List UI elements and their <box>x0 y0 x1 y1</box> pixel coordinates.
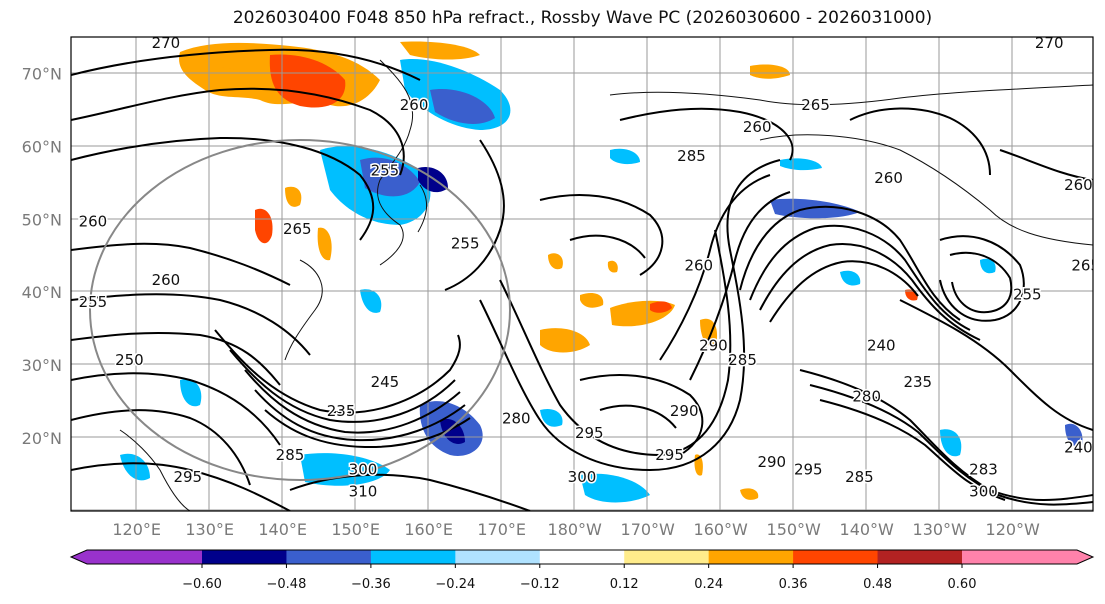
colorbar-segment <box>71 550 202 564</box>
longitude-label: 170°W <box>621 520 676 539</box>
colorbar-segments <box>69 549 1095 565</box>
contour-label: 290 <box>699 337 728 355</box>
map-panel: 270 270 260 265 260 285 255 260 260 260 265 255 260 2… <box>71 34 1100 511</box>
contour-label: 285 <box>728 351 757 369</box>
colorbar-segment <box>962 550 1093 564</box>
longitude-label: 140°E <box>258 520 307 539</box>
contour-labels: 270 270 260 265 260 285 255 260 260 260 265 255 260 2… <box>77 34 1100 502</box>
colorbar-segment <box>455 550 541 564</box>
contour-label: 265 <box>801 96 830 114</box>
contour-label: 265 <box>283 220 312 238</box>
contour-label: 290 <box>757 453 786 471</box>
longitude-labels: 120°E 130°E 140°E 150°E 160°E 170°E 180°W 170°W… <box>112 520 1040 539</box>
contour-label: 285 <box>677 147 706 165</box>
contour-label: 295 <box>575 424 604 442</box>
contour-label: 260 <box>684 256 713 274</box>
map-border <box>70 36 1094 512</box>
colorbar-tick-label: 0.24 <box>694 577 723 592</box>
contour-label: 285 <box>845 468 874 486</box>
colorbar-labels: −0.60 −0.48 −0.36 −0.24 −0.12 0.12 0.24 0.36 0.4… <box>182 564 976 592</box>
colorbar-segment <box>370 550 456 564</box>
contour-label: 245 <box>371 373 400 391</box>
contour-label: 240 <box>867 337 896 355</box>
contour-label: 260 <box>874 169 903 187</box>
contour-label: 295 <box>655 446 684 464</box>
latitude-label: 30°N <box>22 356 62 375</box>
contour-label: 255 <box>1013 286 1042 304</box>
longitude-label: 130°W <box>913 520 968 539</box>
colorbar-tick-label: 0.36 <box>779 577 808 592</box>
longitude-label: 160°E <box>404 520 453 539</box>
contour-label: 280 <box>852 388 881 406</box>
longitude-label: 120°W <box>986 520 1041 539</box>
colorbar-segment <box>624 550 710 564</box>
longitude-label: 120°E <box>112 520 161 539</box>
contour-label: 295 <box>173 468 202 486</box>
contour-label: 260 <box>1064 176 1093 194</box>
contour-label: 290 <box>670 402 699 420</box>
colorbar-segment <box>708 550 794 564</box>
colorbar-tick-label: −0.24 <box>435 577 475 592</box>
longitude-label: 170°E <box>477 520 526 539</box>
longitude-label: 160°W <box>694 520 749 539</box>
longitude-label: 180°W <box>548 520 603 539</box>
latitude-label: 60°N <box>22 137 62 156</box>
colorbar-segment <box>202 550 287 564</box>
colorbar: −0.60 −0.48 −0.36 −0.24 −0.12 0.12 0.24 0.36 0.4… <box>69 549 1095 592</box>
contour-label: 280 <box>502 409 531 427</box>
longitude-label: 150°E <box>331 520 380 539</box>
contour-label: 255 <box>451 234 480 252</box>
latitude-label: 40°N <box>22 283 62 302</box>
longitude-label: 150°W <box>767 520 822 539</box>
contour-lines <box>71 48 1093 511</box>
contour-label: 310 <box>349 482 378 500</box>
contour-label: 235 <box>327 402 356 420</box>
positive-anomaly-shading <box>179 41 918 500</box>
colorbar-segment <box>539 550 625 564</box>
latitude-labels: 70°N 60°N 50°N 40°N 30°N 20°N <box>22 64 62 448</box>
region-circle <box>89 139 511 481</box>
contour-label: 295 <box>794 461 823 479</box>
contour-label: 265 <box>1071 256 1100 274</box>
colorbar-segment <box>877 550 963 564</box>
contour-label: 283 <box>969 461 998 479</box>
colorbar-tick-label: −0.48 <box>267 577 307 592</box>
latitude-label: 50°N <box>22 210 62 229</box>
contour-label: 300 <box>349 461 378 479</box>
contour-label: 270 <box>152 34 181 52</box>
contour-label: 255 <box>371 162 400 180</box>
colorbar-outline <box>69 549 1095 565</box>
contour-label: 260 <box>79 213 108 231</box>
longitude-label: 140°W <box>840 520 895 539</box>
contour-label: 255 <box>79 293 108 311</box>
contour-label: 300 <box>568 468 597 486</box>
colorbar-segment <box>793 550 879 564</box>
latitude-label: 70°N <box>22 64 62 83</box>
contour-label: 240 <box>1064 439 1093 457</box>
colorbar-segment <box>286 550 372 564</box>
contour-label: 260 <box>743 118 772 136</box>
contour-label: 235 <box>903 373 932 391</box>
contour-label: 285 <box>276 446 305 464</box>
colorbar-tick-label: 0.48 <box>863 577 892 592</box>
colorbar-tick-label: 0.12 <box>610 577 639 592</box>
colorbar-tick-label: −0.36 <box>351 577 391 592</box>
contour-label: 250 <box>115 351 144 369</box>
colorbar-tick-label: −0.60 <box>182 577 222 592</box>
colorbar-tick-label: −0.12 <box>520 577 560 592</box>
latitude-label: 20°N <box>22 429 62 448</box>
contour-label: 270 <box>1035 34 1064 52</box>
contour-label: 300 <box>969 482 998 500</box>
contour-label: 260 <box>152 271 181 289</box>
map-title: 2026030400 F048 850 hPa refract., Rossby… <box>232 8 933 28</box>
colorbar-tick-label: 0.60 <box>948 577 977 592</box>
longitude-label: 130°E <box>185 520 234 539</box>
contour-label: 260 <box>400 96 429 114</box>
coastlines <box>119 59 1093 511</box>
